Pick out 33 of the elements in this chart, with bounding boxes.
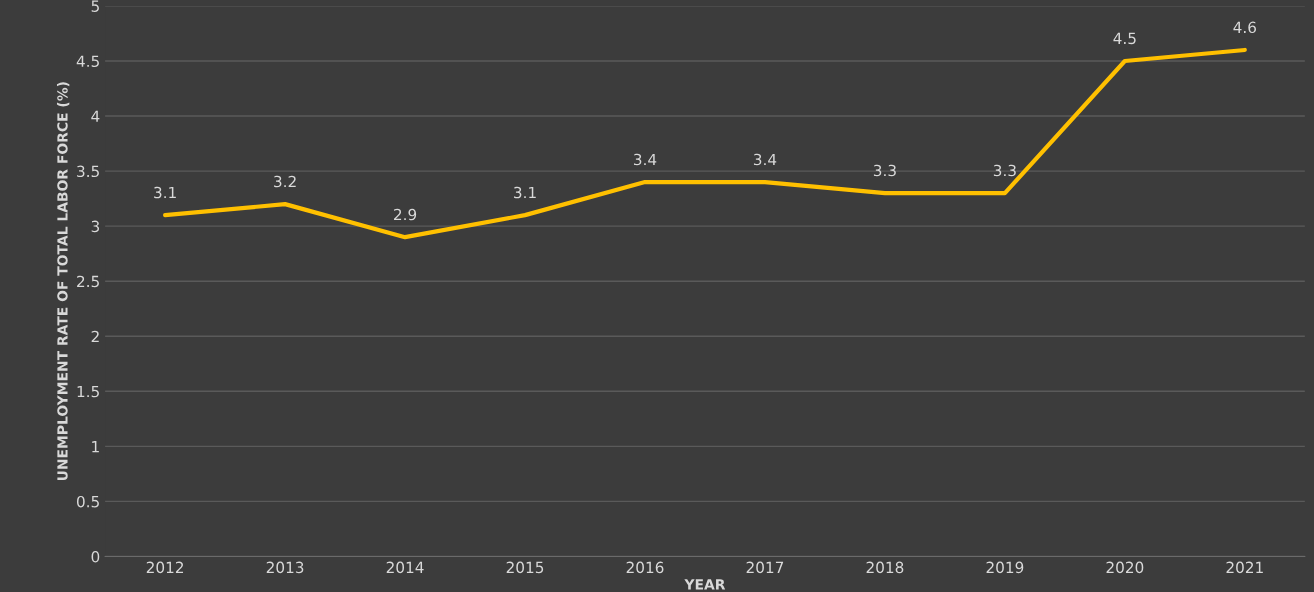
y-tick-label: 0	[91, 550, 100, 563]
data-label: 4.6	[1233, 21, 1256, 34]
data-label: 3.4	[753, 153, 777, 166]
data-label: 3.2	[274, 175, 296, 188]
y-axis-title: UNEMPLOYMENT RATE OF TOTAL LABOR FORCE (%)	[56, 82, 70, 481]
y-tick-label: 1	[92, 441, 99, 453]
x-tick-label: 2016	[626, 561, 664, 574]
x-axis-title: YEAR	[684, 579, 726, 590]
y-tick-label: 4	[91, 110, 100, 122]
y-tick-label: 2	[91, 330, 99, 343]
x-tick-label: 2019	[986, 561, 1024, 574]
y-tick-label: 4.5	[76, 55, 99, 67]
y-tick-label: 0.5	[76, 495, 99, 508]
x-tick-label: 2014	[386, 561, 424, 574]
data-label: 4.5	[1113, 32, 1136, 45]
x-tick-label: 2013	[266, 561, 304, 574]
y-tick-label: 3	[91, 220, 100, 233]
data-label: 3.1	[154, 186, 176, 199]
x-tick-label: 2021	[1226, 561, 1263, 574]
x-tick-label: 2018	[866, 561, 904, 574]
data-label: 3.4	[633, 153, 657, 166]
y-tick-label: 1.5	[77, 385, 99, 398]
data-label: 3.3	[993, 164, 1016, 177]
y-tick-label: 2.5	[77, 275, 99, 288]
x-tick-label: 2012	[146, 561, 184, 574]
data-label: 3.3	[873, 164, 896, 177]
y-tick-label: 5	[91, 0, 99, 12]
y-tick-label: 3.5	[77, 165, 99, 178]
x-tick-label: 2020	[1106, 561, 1144, 574]
x-tick-label: 2015	[506, 561, 544, 574]
x-tick-label: 2017	[746, 561, 784, 574]
data-label: 3.1	[514, 186, 536, 199]
data-label: 2.9	[394, 208, 417, 221]
